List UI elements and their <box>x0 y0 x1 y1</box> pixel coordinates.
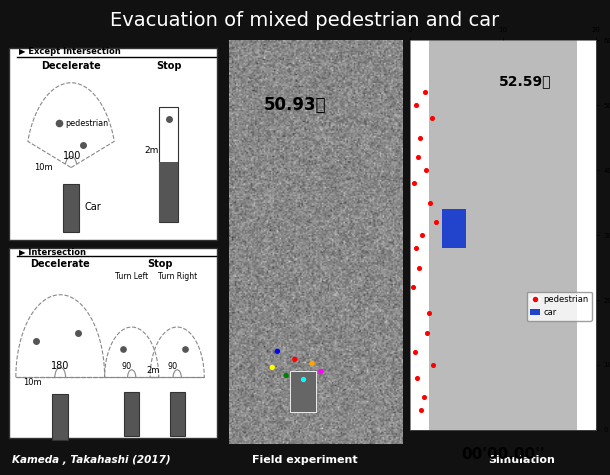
Text: 90: 90 <box>121 361 131 371</box>
Point <box>421 166 431 174</box>
Bar <box>159 107 178 222</box>
Point <box>316 368 326 375</box>
Text: Turn Left: Turn Left <box>115 272 148 281</box>
Point <box>408 283 418 291</box>
Point <box>426 199 436 207</box>
Point <box>414 153 423 161</box>
Point <box>431 218 441 226</box>
Text: 180: 180 <box>51 361 70 370</box>
Bar <box>290 371 316 412</box>
Text: 2m: 2m <box>145 146 159 155</box>
Bar <box>159 162 178 222</box>
Bar <box>9 248 217 438</box>
Point <box>299 376 309 383</box>
Point <box>409 180 418 187</box>
Point <box>412 102 422 109</box>
Bar <box>428 40 577 430</box>
Point <box>423 309 433 317</box>
Bar <box>170 391 185 436</box>
Text: pedestrian: pedestrian <box>66 119 109 128</box>
Point <box>281 371 291 379</box>
Point <box>410 348 420 356</box>
Text: Stop: Stop <box>156 61 181 71</box>
Point <box>415 134 425 142</box>
Text: Decelerate: Decelerate <box>41 61 101 71</box>
Text: Evacuation of mixed pedestrian and car: Evacuation of mixed pedestrian and car <box>110 11 500 29</box>
Text: ▶ Except Intersection: ▶ Except Intersection <box>19 47 121 56</box>
Text: 10m: 10m <box>23 378 42 387</box>
Point <box>411 244 420 252</box>
Text: 50.93秒: 50.93秒 <box>264 96 326 114</box>
Point <box>414 264 424 271</box>
Bar <box>52 394 68 440</box>
Text: 52.59秒: 52.59秒 <box>499 74 551 88</box>
Bar <box>124 391 139 436</box>
Text: Turn Right: Turn Right <box>157 272 197 281</box>
Text: Field experiment: Field experiment <box>252 455 358 465</box>
Text: 10m: 10m <box>34 162 53 171</box>
Point <box>420 88 429 96</box>
Point <box>419 394 429 401</box>
Point <box>422 329 431 336</box>
Text: ▶ Intersection: ▶ Intersection <box>19 247 86 256</box>
Point <box>307 360 317 367</box>
Point <box>416 407 426 414</box>
Text: 00'00.00'': 00'00.00'' <box>461 447 545 463</box>
Text: Stop: Stop <box>147 259 173 269</box>
Point <box>273 348 282 355</box>
Bar <box>442 209 466 248</box>
Text: 90: 90 <box>168 361 178 371</box>
Point <box>290 355 300 363</box>
Text: Kameda , Takahashi (2017): Kameda , Takahashi (2017) <box>12 455 171 465</box>
Bar <box>9 48 217 240</box>
Point <box>412 374 422 382</box>
Text: 2m: 2m <box>147 367 160 375</box>
Text: Decelerate: Decelerate <box>30 259 90 269</box>
Text: Car: Car <box>84 202 101 212</box>
Text: 100: 100 <box>63 151 81 161</box>
Point <box>428 114 437 122</box>
Point <box>428 361 438 369</box>
Point <box>267 364 277 371</box>
Bar <box>63 184 79 232</box>
Legend: pedestrian, car: pedestrian, car <box>526 292 592 321</box>
Text: Simulation: Simulation <box>488 455 555 465</box>
Point <box>417 231 427 239</box>
